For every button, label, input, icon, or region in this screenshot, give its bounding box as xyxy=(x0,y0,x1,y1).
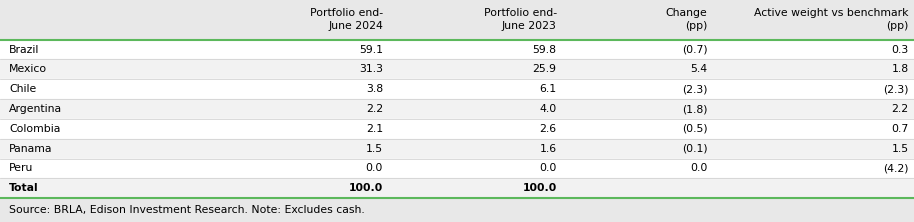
Text: 1.5: 1.5 xyxy=(891,144,909,154)
Text: 2.2: 2.2 xyxy=(891,104,909,114)
Text: 59.8: 59.8 xyxy=(533,45,557,55)
Bar xyxy=(0,59,914,79)
Text: Argentina: Argentina xyxy=(9,104,62,114)
Text: Brazil: Brazil xyxy=(9,45,39,55)
Text: 31.3: 31.3 xyxy=(359,64,383,74)
Bar xyxy=(0,0,914,40)
Text: Source: BRLA, Edison Investment Research. Note: Excludes cash.: Source: BRLA, Edison Investment Research… xyxy=(9,205,365,215)
Text: 1.5: 1.5 xyxy=(366,144,383,154)
Text: 1.6: 1.6 xyxy=(539,144,557,154)
Text: 4.0: 4.0 xyxy=(539,104,557,114)
Text: (1.8): (1.8) xyxy=(682,104,707,114)
Text: Portfolio end-
June 2024: Portfolio end- June 2024 xyxy=(310,8,383,32)
Text: 2.1: 2.1 xyxy=(366,124,383,134)
Text: 100.0: 100.0 xyxy=(349,183,383,193)
Text: Active weight vs benchmark
(pp): Active weight vs benchmark (pp) xyxy=(754,8,909,32)
Text: 0.0: 0.0 xyxy=(690,163,707,173)
Text: Colombia: Colombia xyxy=(9,124,60,134)
Text: (4.2): (4.2) xyxy=(883,163,909,173)
Text: 0.3: 0.3 xyxy=(891,45,909,55)
Bar xyxy=(0,178,914,198)
Text: 0.7: 0.7 xyxy=(891,124,909,134)
Text: 2.6: 2.6 xyxy=(539,124,557,134)
Bar xyxy=(0,139,914,159)
Bar xyxy=(0,198,914,222)
Text: 100.0: 100.0 xyxy=(523,183,557,193)
Text: (0.7): (0.7) xyxy=(682,45,707,55)
Text: 3.8: 3.8 xyxy=(366,84,383,94)
Text: Chile: Chile xyxy=(9,84,37,94)
Bar xyxy=(0,40,914,59)
Text: 0.0: 0.0 xyxy=(366,163,383,173)
Text: (0.1): (0.1) xyxy=(682,144,707,154)
Text: 1.8: 1.8 xyxy=(891,64,909,74)
Text: (2.3): (2.3) xyxy=(883,84,909,94)
Text: 2.2: 2.2 xyxy=(366,104,383,114)
Text: (2.3): (2.3) xyxy=(682,84,707,94)
Bar xyxy=(0,119,914,139)
Text: Peru: Peru xyxy=(9,163,34,173)
Text: Panama: Panama xyxy=(9,144,53,154)
Bar xyxy=(0,99,914,119)
Bar xyxy=(0,159,914,178)
Text: 6.1: 6.1 xyxy=(539,84,557,94)
Bar xyxy=(0,79,914,99)
Text: Mexico: Mexico xyxy=(9,64,48,74)
Text: Change
(pp): Change (pp) xyxy=(665,8,707,32)
Text: (0.5): (0.5) xyxy=(682,124,707,134)
Text: 0.0: 0.0 xyxy=(539,163,557,173)
Text: 5.4: 5.4 xyxy=(690,64,707,74)
Text: Portfolio end-
June 2023: Portfolio end- June 2023 xyxy=(484,8,557,32)
Text: 59.1: 59.1 xyxy=(359,45,383,55)
Text: Total: Total xyxy=(9,183,38,193)
Text: 25.9: 25.9 xyxy=(533,64,557,74)
